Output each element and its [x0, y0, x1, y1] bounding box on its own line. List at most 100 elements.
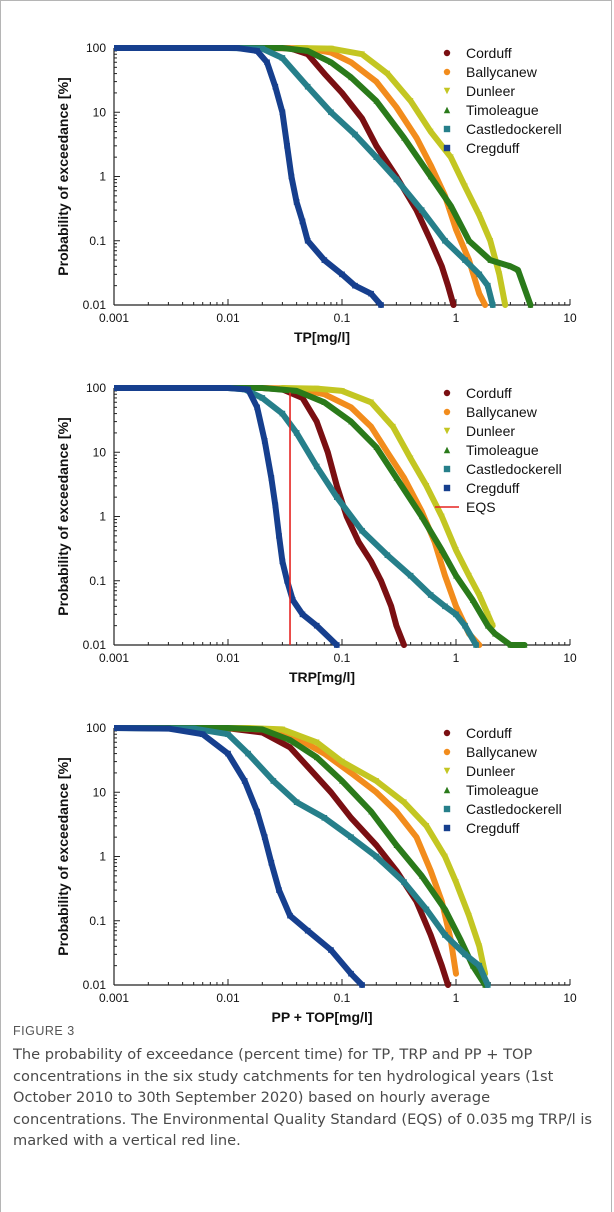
data-point-timoleague — [469, 597, 476, 603]
data-point-dunleer — [313, 739, 320, 746]
y-tick-label: 10 — [93, 785, 107, 799]
data-point-dunleer — [447, 154, 454, 160]
x-axis-title: TP[mg/l] — [294, 329, 350, 345]
data-point-castledockerell — [462, 257, 468, 263]
x-tick-label: 0.001 — [99, 651, 129, 665]
data-point-castledockerell — [489, 302, 496, 308]
y-tick-label: 0.01 — [83, 978, 107, 992]
data-point-cregduff — [293, 199, 300, 205]
legend-label-eqs: EQS — [466, 499, 496, 515]
y-tick-label: 0.1 — [89, 234, 106, 248]
data-point-cregduff — [359, 982, 365, 988]
data-point-corduff — [401, 642, 407, 648]
data-point-cregduff — [289, 597, 296, 603]
legend-label-dunleer: Dunleer — [466, 763, 515, 779]
data-point-corduff — [445, 982, 451, 988]
data-point-dunleer — [496, 271, 503, 278]
data-point-dunleer — [466, 572, 472, 579]
data-point-ballycanew — [427, 867, 434, 874]
legend-swatch-ballycanew — [443, 68, 451, 76]
data-point-castledockerell — [462, 622, 468, 629]
data-point-corduff — [368, 558, 374, 565]
data-point-dunleer — [427, 128, 434, 135]
data-point-castledockerell — [442, 603, 448, 610]
y-tick-label: 10 — [93, 105, 107, 119]
tp-chart: 0.001 0.01 0.1 1 100.010.1110100TP[mg/l]Prob… — [55, 41, 577, 345]
data-point-dunleer — [476, 592, 483, 598]
y-tick-label: 0.1 — [89, 574, 106, 588]
x-tick-label: 10 — [563, 311, 577, 325]
data-point-dunleer — [476, 943, 483, 950]
y-tick-label: 1 — [99, 510, 106, 524]
data-point-dunleer — [390, 423, 396, 430]
x-tick-label: 0.01 — [216, 651, 240, 665]
data-point-cregduff — [241, 778, 248, 784]
data-point-timoleague — [515, 267, 521, 273]
data-point-timoleague — [442, 906, 448, 913]
data-point-cregduff — [199, 731, 206, 738]
data-point-castledockerell — [401, 879, 407, 885]
data-point-timoleague — [287, 737, 293, 743]
data-point-castledockerell — [462, 951, 468, 958]
data-point-cregduff — [284, 143, 290, 149]
data-point-timoleague — [447, 202, 454, 209]
legend-label-cregduff: Cregduff — [466, 820, 520, 836]
legend-label-dunleer: Dunleer — [466, 423, 515, 439]
data-point-castledockerell — [484, 982, 491, 988]
legend-label-ballycanew: Ballycanew — [466, 64, 538, 80]
data-point-timoleague — [393, 475, 400, 481]
y-tick-label: 0.1 — [89, 914, 106, 928]
data-point-timoleague — [492, 630, 498, 637]
data-point-dunleer — [423, 483, 430, 489]
chart-panel-trp: 0.001 0.01 0.1 1 10 0.01 0.1 1 10 100 TRP[mg/l] Pro… — [10, 340, 610, 720]
data-point-castledockerell — [245, 750, 251, 757]
series-line-dunleer — [293, 45, 509, 308]
data-point-castledockerell — [313, 463, 320, 470]
data-point-dunleer — [313, 385, 320, 392]
data-point-cregduff — [279, 558, 286, 565]
data-point-ballycanew — [393, 808, 400, 815]
legend-swatch-castledockerell — [443, 805, 451, 813]
data-point-dunleer — [442, 853, 448, 860]
data-point-dunleer — [487, 237, 494, 244]
data-point-castledockerell — [476, 271, 483, 278]
data-point-timoleague — [304, 48, 311, 54]
data-point-dunleer — [339, 388, 345, 394]
data-point-corduff — [304, 763, 311, 770]
legend-label-corduff: Corduff — [466, 385, 512, 401]
data-point-cregduff — [321, 257, 328, 263]
data-point-corduff — [359, 115, 365, 122]
data-point-corduff — [427, 237, 434, 244]
data-point-cregduff — [368, 290, 374, 297]
data-point-corduff — [427, 932, 434, 938]
data-point-corduff — [355, 539, 362, 545]
x-tick-label: 0.1 — [334, 311, 351, 325]
data-point-cregduff — [254, 404, 260, 411]
data-point-corduff — [339, 90, 345, 96]
figure-caption: The probability of exceedance (percent t… — [13, 1046, 593, 1149]
y-axis-title: Probability of exceedance [%] — [55, 77, 71, 275]
data-point-dunleer — [502, 302, 508, 308]
data-point-castledockerell — [279, 55, 286, 61]
data-point-ballycanew — [427, 162, 434, 168]
data-point-castledockerell — [373, 154, 380, 160]
legend-swatch-cregduff — [443, 484, 451, 492]
series-dunleer — [293, 45, 509, 308]
data-point-ballycanew — [368, 423, 374, 430]
data-point-cregduff — [114, 45, 117, 51]
legend-label-timoleague: Timoleague — [466, 782, 539, 798]
data-point-timoleague — [348, 418, 354, 425]
data-point-ballycanew — [393, 104, 400, 110]
data-point-corduff — [393, 622, 400, 629]
data-point-corduff — [321, 70, 328, 77]
legend-swatch-dunleer — [443, 427, 451, 435]
data-point-cregduff — [276, 887, 282, 893]
legend-swatch-timoleague — [443, 446, 451, 454]
legend-label-ballycanew: Ballycanew — [466, 404, 538, 420]
data-point-dunleer — [279, 726, 286, 733]
legend-swatch-castledockerell — [443, 125, 451, 133]
data-point-cregduff — [299, 218, 306, 225]
data-point-cregduff — [328, 947, 334, 953]
data-point-cregduff — [304, 237, 311, 244]
y-tick-label: 100 — [86, 721, 106, 735]
